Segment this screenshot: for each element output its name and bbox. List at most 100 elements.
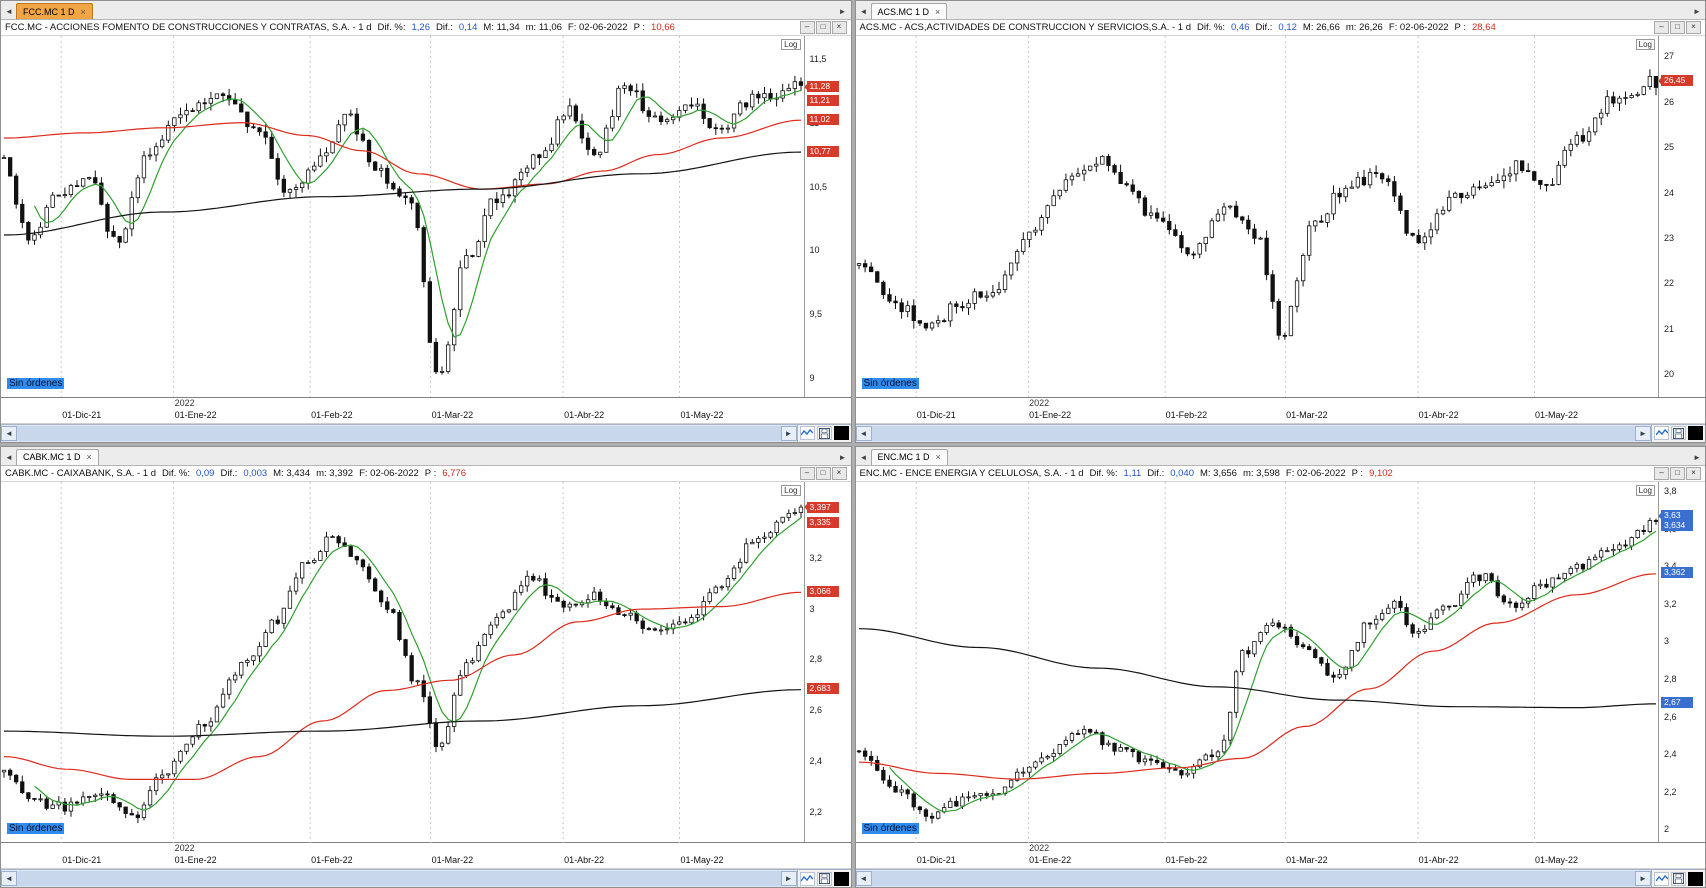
year-row: 2022 bbox=[855, 843, 1705, 855]
minimize-icon[interactable]: – bbox=[799, 466, 815, 480]
chart-plot[interactable]: Log Sin órdenes bbox=[855, 481, 1659, 843]
chart-plot[interactable]: Log Sin órdenes bbox=[1, 36, 804, 397]
h-scrollbar[interactable]: ◄ ► bbox=[1, 423, 851, 442]
fullscreen-corner-icon[interactable] bbox=[1688, 426, 1703, 440]
prev-value: 28,64 bbox=[1471, 22, 1496, 33]
indicator-wave-icon[interactable] bbox=[799, 426, 815, 440]
tab-close-icon[interactable]: × bbox=[935, 452, 941, 462]
date-tick-label: 01-May-22 bbox=[1535, 855, 1579, 865]
indicator-wave-icon[interactable] bbox=[1654, 871, 1669, 886]
date-tick-label: 01-Dic-21 bbox=[62, 409, 102, 420]
tab-scroll-right-icon[interactable]: ► bbox=[1693, 7, 1701, 16]
fullscreen-corner-icon[interactable] bbox=[833, 871, 849, 886]
tab-fcc[interactable]: FCC.MC 1 D × bbox=[16, 3, 93, 19]
price-tick-label: 3 bbox=[1664, 636, 1670, 647]
date-tick-label: 01-Dic-21 bbox=[62, 855, 102, 865]
dif-pct-label: Dif. %: bbox=[1197, 22, 1226, 33]
tab-scroll-right-icon[interactable]: ► bbox=[1693, 452, 1701, 462]
restore-icon[interactable]: □ bbox=[1670, 21, 1685, 34]
save-icon[interactable] bbox=[1671, 871, 1686, 886]
time-axis: 01-Dic-21 01-Ene-22 01-Feb-22 01-Mar-22 01-A… bbox=[855, 409, 1705, 424]
tab-scroll-right-icon[interactable]: ► bbox=[838, 7, 847, 16]
tab-scroll-left-icon[interactable]: ◄ bbox=[5, 452, 13, 462]
dif-pct-value: 1,26 bbox=[411, 22, 430, 33]
tab-acs[interactable]: ACS.MC 1 D × bbox=[870, 3, 948, 19]
log-scale-toggle[interactable]: Log bbox=[781, 484, 801, 496]
scroll-track[interactable] bbox=[17, 871, 781, 886]
log-scale-toggle[interactable]: Log bbox=[1635, 484, 1655, 496]
minimize-icon[interactable]: – bbox=[1654, 21, 1669, 34]
ma-fast-line bbox=[34, 516, 802, 811]
minimize-icon[interactable]: – bbox=[1654, 466, 1669, 480]
instrument-title: ENC.MC - ENCE ENERGIA Y CELULOSA, S.A. -… bbox=[859, 467, 1084, 479]
session-date: F: 02-06-2022 bbox=[1285, 467, 1346, 479]
price-tick-label: 2,4 bbox=[809, 756, 823, 767]
price-tick-label: 10,5 bbox=[809, 181, 828, 192]
h-scrollbar[interactable]: ◄ ► bbox=[855, 869, 1705, 887]
indicator-wave-icon[interactable] bbox=[799, 871, 815, 886]
title-bar: ENC.MC - ENCE ENERGIA Y CELULOSA, S.A. -… bbox=[855, 465, 1705, 482]
scroll-left-icon[interactable]: ◄ bbox=[855, 871, 872, 886]
close-icon[interactable]: × bbox=[1686, 466, 1701, 480]
gridlines bbox=[60, 36, 680, 397]
candlestick-chart[interactable] bbox=[1, 36, 804, 397]
scroll-right-icon[interactable]: ► bbox=[780, 871, 797, 886]
tab-bar: ◄ ACS.MC 1 D × ► bbox=[855, 1, 1705, 20]
tab-close-icon[interactable]: × bbox=[935, 6, 941, 17]
close-icon[interactable]: × bbox=[831, 466, 847, 480]
scroll-right-icon[interactable]: ► bbox=[1635, 425, 1651, 441]
log-scale-toggle[interactable]: Log bbox=[781, 39, 801, 50]
candlestick-chart[interactable] bbox=[1, 481, 804, 843]
save-icon[interactable] bbox=[816, 426, 832, 440]
fullscreen-corner-icon[interactable] bbox=[1688, 871, 1703, 886]
restore-icon[interactable]: □ bbox=[815, 21, 831, 34]
tab-cabk[interactable]: CABK.MC 1 D × bbox=[16, 448, 99, 465]
date-tick-label: 01-May-22 bbox=[680, 855, 724, 865]
chart-plot[interactable]: Log Sin órdenes bbox=[855, 36, 1659, 397]
tab-scroll-left-icon[interactable]: ◄ bbox=[5, 7, 13, 16]
tab-scroll-left-icon[interactable]: ◄ bbox=[859, 452, 868, 462]
save-icon[interactable] bbox=[816, 871, 832, 886]
scroll-left-icon[interactable]: ◄ bbox=[855, 425, 872, 441]
ma-fast-line bbox=[888, 530, 1656, 812]
candlestick-chart[interactable] bbox=[856, 481, 1659, 843]
chart-area: Log Sin órdenes 3,2 3 2,8 2,6 2,4 2,2 3,397 3,3… bbox=[1, 481, 851, 843]
tab-scroll-left-icon[interactable]: ◄ bbox=[859, 7, 868, 16]
restore-icon[interactable]: □ bbox=[815, 466, 831, 480]
tab-enc[interactable]: ENC.MC 1 D × bbox=[870, 448, 948, 465]
minimize-icon[interactable]: – bbox=[799, 21, 815, 34]
h-scrollbar[interactable]: ◄ ► bbox=[1, 869, 851, 887]
tab-scroll-right-icon[interactable]: ► bbox=[838, 452, 847, 462]
candlestick-chart[interactable] bbox=[856, 36, 1659, 397]
scroll-left-icon[interactable]: ◄ bbox=[1, 871, 17, 886]
scroll-track[interactable] bbox=[17, 425, 781, 441]
date-tick-label: 01-Feb-22 bbox=[1165, 409, 1208, 420]
scroll-right-icon[interactable]: ► bbox=[780, 425, 797, 441]
prev-label: P : bbox=[1454, 22, 1466, 33]
scroll-track[interactable] bbox=[871, 871, 1635, 886]
price-badge: 3,63 bbox=[1659, 510, 1693, 522]
fullscreen-corner-icon[interactable] bbox=[833, 426, 849, 440]
date-tick-label: 01-Mar-22 bbox=[1286, 855, 1328, 865]
chart-plot[interactable]: Log Sin órdenes bbox=[1, 481, 804, 843]
candles bbox=[856, 69, 1658, 340]
dif-pct-label: Dif. %: bbox=[1089, 467, 1118, 479]
h-scrollbar[interactable]: ◄ ► bbox=[855, 423, 1705, 442]
scroll-left-icon[interactable]: ◄ bbox=[1, 425, 17, 441]
scroll-right-icon[interactable]: ► bbox=[1635, 871, 1651, 886]
log-scale-toggle[interactable]: Log bbox=[1635, 39, 1655, 50]
dif-value: 0,12 bbox=[1278, 22, 1297, 33]
close-icon[interactable]: × bbox=[1686, 21, 1701, 34]
indicator-wave-icon[interactable] bbox=[1654, 426, 1669, 440]
close-icon[interactable]: × bbox=[831, 21, 847, 34]
instrument-title: FCC.MC - ACCIONES FOMENTO DE CONSTRUCCIO… bbox=[5, 22, 372, 33]
tab-close-icon[interactable]: × bbox=[80, 6, 86, 17]
date-tick-label: 01-Ene-22 bbox=[174, 409, 217, 420]
tab-close-icon[interactable]: × bbox=[86, 452, 92, 462]
title-bar: CABK.MC - CAIXABANK, S.A. - 1 d Dif. %: … bbox=[1, 465, 851, 482]
ma-long-line bbox=[3, 688, 802, 737]
restore-icon[interactable]: □ bbox=[1670, 466, 1685, 480]
save-icon[interactable] bbox=[1671, 426, 1686, 440]
scroll-track[interactable] bbox=[871, 425, 1635, 441]
